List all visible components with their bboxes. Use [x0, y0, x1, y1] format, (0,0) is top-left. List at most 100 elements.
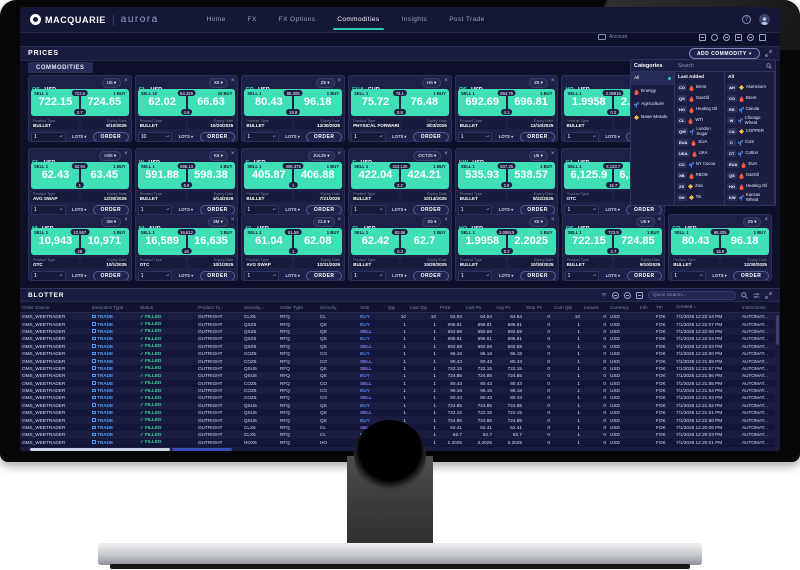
lots-dropdown[interactable]: LOTS ▾: [392, 207, 407, 212]
tenor-dropdown[interactable]: K6 ▾: [208, 151, 228, 161]
bid-price[interactable]: 422.04: [358, 169, 393, 181]
bid-price[interactable]: 16,589: [145, 235, 179, 247]
stepper-arrows[interactable]: ▴▾: [59, 206, 63, 211]
bid-price[interactable]: 692.69: [465, 96, 499, 108]
quantity-stepper[interactable]: 1 ▴▾: [244, 131, 279, 141]
last-added-cc-ny-cocoa[interactable]: CC NY Cocoa: [677, 159, 722, 170]
tenor-dropdown[interactable]: Z5 ▾: [529, 78, 548, 88]
order-button[interactable]: ORDER: [413, 131, 449, 141]
all-item-ah-aluminium[interactable]: AH Aluminium: [727, 82, 772, 93]
lots-dropdown[interactable]: LOTS ▾: [178, 207, 194, 212]
blotter-row[interactable]: OMS_WEBTRADER TRADE ✓FILLED OUTRIGHT COZ5 RFQ…: [20, 386, 775, 395]
ask-price[interactable]: 62.08: [303, 235, 332, 247]
order-button[interactable]: ORDER: [519, 204, 556, 214]
quantity-stepper[interactable]: 1 ▴▾: [564, 204, 599, 214]
add-commodity-button[interactable]: ADD COMMODITY +: [688, 48, 760, 59]
order-button[interactable]: ORDER: [626, 204, 663, 214]
lots-dropdown[interactable]: LOTS ▾: [285, 207, 300, 212]
bid-price[interactable]: 61.04: [255, 235, 283, 247]
bid-price[interactable]: 62.42: [361, 235, 390, 247]
column-header-currency[interactable]: Currency: [610, 304, 629, 310]
stepper-arrows[interactable]: ▴▾: [59, 272, 63, 277]
tenor-dropdown[interactable]: Z5 ▾: [742, 217, 762, 227]
close-icon[interactable]: ×: [444, 78, 448, 84]
column-header-info[interactable]: Info: [640, 304, 648, 310]
stepper-arrows[interactable]: ▴▾: [166, 133, 170, 138]
help-icon[interactable]: ?: [742, 15, 751, 24]
lots-dropdown[interactable]: LOTS ▾: [712, 273, 727, 278]
last-added-zs-zinc[interactable]: ZS Zinc: [677, 181, 722, 192]
stepper-arrows[interactable]: ▴▾: [379, 272, 383, 277]
close-icon[interactable]: ×: [657, 217, 662, 223]
bid-price[interactable]: 1.9958: [572, 96, 606, 108]
close-icon[interactable]: ×: [337, 217, 342, 223]
lots-dropdown[interactable]: LOTS ▾: [605, 273, 621, 278]
column-header-execution-type[interactable]: Execution Type: [92, 304, 124, 310]
column-header-tif[interactable]: TIF: [656, 304, 663, 310]
commodities-tab[interactable]: COMMODITIES: [28, 62, 93, 73]
tenor-dropdown[interactable]: H6 ▾: [421, 78, 442, 88]
filter-icon[interactable]: [601, 293, 607, 297]
close-icon[interactable]: ×: [230, 78, 235, 84]
bid-price[interactable]: 535.93: [465, 169, 499, 181]
stepper-arrows[interactable]: ▴▾: [699, 272, 703, 277]
all-item-rs-canola[interactable]: RS Canola: [727, 104, 772, 115]
stepper-arrows[interactable]: ▴▾: [379, 206, 383, 211]
close-icon[interactable]: ×: [444, 217, 448, 223]
gear-icon[interactable]: [747, 34, 754, 41]
quantity-stepper[interactable]: 1 ▴▾: [564, 131, 599, 141]
last-added-qs-gasoil[interactable]: QS GasOil: [677, 93, 722, 104]
column-header-product-ty[interactable]: Product Ty...: [198, 304, 224, 310]
blotter-row[interactable]: OMS_WEBTRADER TRADE ✓FILLED OUTRIGHT CLX5 RFQ…: [20, 313, 775, 321]
lots-dropdown[interactable]: LOTS ▾: [498, 134, 514, 139]
all-item-co-brent[interactable]: CO Brent: [727, 93, 772, 104]
stepper-arrows[interactable]: ▴▾: [272, 133, 276, 138]
all-item-kw-kansas-wheat[interactable]: KW Kansas Wheat: [727, 192, 772, 203]
column-header-order-type[interactable]: Order Type: [280, 304, 303, 310]
quantity-stepper[interactable]: 1 ▴▾: [31, 204, 66, 214]
quantity-stepper[interactable]: 1 ▴▾: [457, 131, 493, 141]
blotter-row[interactable]: OMS_WEBTRADER TRADE ✓FILLED OUTRIGHT COZ5 RFQ…: [20, 349, 775, 358]
blotter-row[interactable]: OMS_WEBTRADER TRADE ✓FILLED OUTRIGHT COZ5 RFQ…: [20, 357, 775, 365]
all-item-ca-copper[interactable]: CA COPPER: [727, 126, 772, 137]
category-base-metals[interactable]: Base Metals: [631, 111, 674, 124]
bid-price[interactable]: 80.43: [681, 235, 710, 247]
category-all[interactable]: All: [631, 72, 674, 85]
ask-price[interactable]: 66.63: [197, 96, 225, 108]
column-header-price[interactable]: Price: [440, 304, 451, 310]
order-button[interactable]: ORDER: [519, 131, 556, 141]
quantity-stepper[interactable]: 1 ▴▾: [31, 270, 66, 280]
quantity-stepper[interactable]: 1 ▴▾: [137, 204, 173, 214]
order-button[interactable]: ORDER: [413, 270, 449, 280]
column-header-cum-qty[interactable]: Cum Qty: [554, 304, 573, 310]
order-button[interactable]: ORDER: [519, 270, 556, 280]
ask-price[interactable]: 10,971: [87, 235, 122, 247]
quantity-stepper[interactable]: 1 ▴▾: [351, 270, 386, 280]
tenor-dropdown[interactable]: 3M ▾: [101, 217, 122, 227]
bid-price[interactable]: 405.87: [251, 169, 286, 181]
quantity-stepper[interactable]: 1 ▴▾: [457, 204, 493, 214]
blotter-row[interactable]: OMS_WEBTRADER TRADE ✓FILLED OUTRIGHT QSU5 RFQ…: [20, 401, 775, 410]
scrollbar-thumb[interactable]: [30, 447, 170, 451]
bid-price[interactable]: 62.43: [41, 169, 70, 181]
last-added-co-brent[interactable]: CO Brent: [677, 82, 722, 93]
tenor-dropdown[interactable]: JUL25 ▾: [308, 151, 335, 161]
column-header-order-source[interactable]: Order Source: [22, 304, 50, 310]
quick-search-input[interactable]: [648, 290, 736, 300]
stepper-arrows[interactable]: ▴▾: [166, 206, 170, 211]
ask-price[interactable]: 2.2025: [514, 235, 548, 247]
lots-dropdown[interactable]: LOTS ▾: [72, 207, 87, 212]
close-icon[interactable]: ×: [124, 151, 128, 157]
blotter-row[interactable]: OMS_WEBTRADER TRADE ✓FILLED OUTRIGHT QSZ5 RFQ…: [20, 342, 775, 350]
column-header-leaves[interactable]: Leaves: [584, 304, 599, 310]
order-button[interactable]: ORDER: [199, 131, 236, 141]
order-button[interactable]: ORDER: [626, 270, 663, 280]
column-header-security[interactable]: Security: [320, 304, 337, 310]
last-added-uka-uka[interactable]: UKA UKA: [677, 148, 722, 159]
save-icon[interactable]: [759, 34, 766, 41]
blotter-row[interactable]: OMS_WEBTRADER TRADE ✓FILLED OUTRIGHT QSZ5 RFQ…: [20, 320, 775, 328]
ask-price[interactable]: 538.57: [514, 169, 548, 181]
lots-dropdown[interactable]: LOTS ▾: [498, 207, 514, 212]
blotter-row[interactable]: OMS_WEBTRADER TRADE ✓FILLED OUTRIGHT QSZ5 RFQ…: [20, 335, 775, 343]
expand-icon[interactable]: [765, 291, 772, 299]
